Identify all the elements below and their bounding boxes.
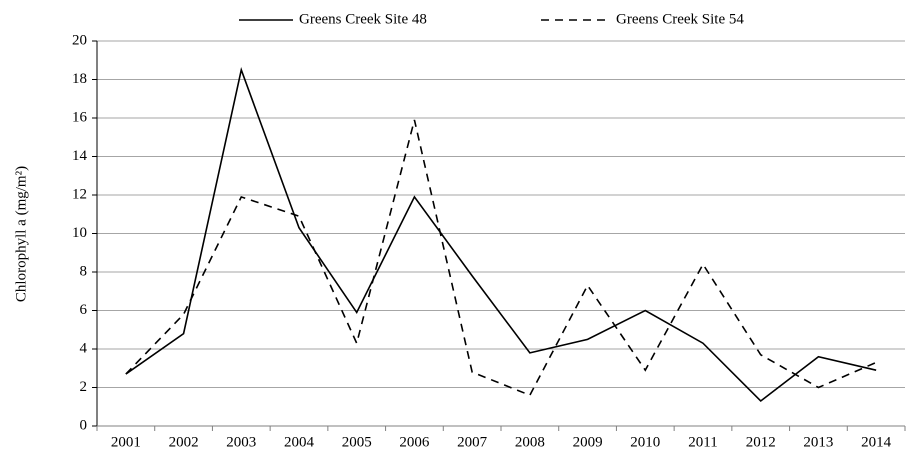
x-tick-label: 2005 bbox=[342, 434, 372, 450]
y-tick-label: 2 bbox=[80, 379, 88, 395]
y-tick-label: 16 bbox=[72, 109, 88, 125]
x-tick-label: 2002 bbox=[169, 434, 199, 450]
x-tick-label: 2009 bbox=[573, 434, 603, 450]
y-tick-label: 6 bbox=[80, 302, 88, 318]
x-tick-label: 2006 bbox=[399, 434, 430, 450]
x-tick-label: 2011 bbox=[688, 434, 717, 450]
y-tick-label: 10 bbox=[72, 225, 87, 241]
x-tick-label: 2001 bbox=[111, 434, 141, 450]
y-tick-label: 20 bbox=[72, 32, 87, 48]
x-tick-label: 2010 bbox=[630, 434, 660, 450]
y-tick-label: 4 bbox=[80, 340, 88, 356]
legend-label: Greens Creek Site 48 bbox=[299, 11, 427, 27]
x-tick-label: 2004 bbox=[284, 434, 315, 450]
y-tick-label: 14 bbox=[72, 148, 88, 164]
x-tick-label: 2014 bbox=[861, 434, 892, 450]
x-tick-label: 2013 bbox=[803, 434, 833, 450]
x-tick-label: 2007 bbox=[457, 434, 488, 450]
series-line bbox=[125, 67, 877, 403]
y-tick-label: 12 bbox=[72, 186, 87, 202]
series-line bbox=[125, 119, 877, 397]
y-tick-label: 8 bbox=[80, 263, 88, 279]
y-tick-label: 18 bbox=[72, 71, 87, 87]
x-tick-label: 2012 bbox=[746, 434, 776, 450]
legend-label: Greens Creek Site 54 bbox=[616, 11, 744, 27]
x-tick-label: 2008 bbox=[515, 434, 545, 450]
y-tick-label: 0 bbox=[80, 417, 88, 433]
y-axis-label: Chlorophyll a (mg/m²) bbox=[13, 166, 29, 302]
x-tick-label: 2003 bbox=[226, 434, 256, 450]
